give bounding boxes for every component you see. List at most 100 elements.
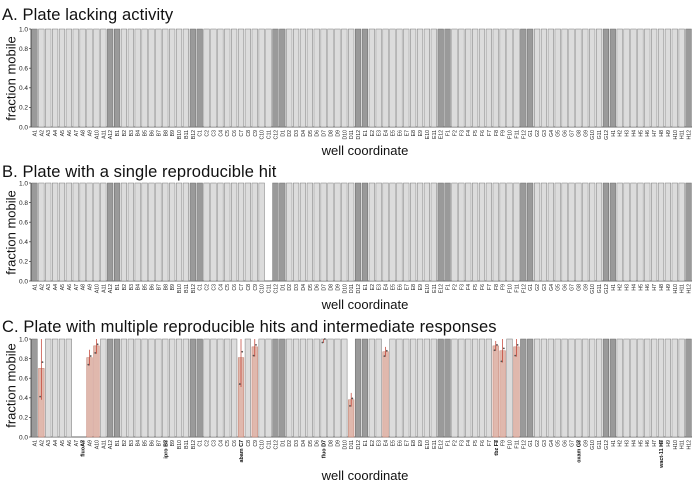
x-tick-label: D4 (301, 130, 307, 137)
bar-E8 (410, 338, 417, 438)
x-tick-label: B7 (156, 440, 162, 446)
bar-H3 (623, 28, 630, 128)
x-tick-label: A5 (60, 130, 66, 136)
bar-B3 (127, 28, 134, 128)
bar-G3 (540, 338, 548, 438)
x-tick-label: G7 (570, 440, 576, 447)
x-tick-label: H1 (611, 130, 617, 137)
x-tick-label: H12 (687, 440, 693, 450)
x-tick-label: G10 (590, 130, 596, 140)
bar-F6 (478, 338, 486, 438)
bar-G3 (540, 28, 548, 128)
x-tick-label: H2 (618, 284, 624, 291)
bar-G1 (527, 182, 534, 282)
x-tick-label: A9 (88, 440, 94, 446)
bar-G1 (527, 28, 534, 128)
bar-E10 (423, 338, 430, 438)
x-tick-label: B11 (184, 440, 190, 449)
bar-B8 (162, 28, 169, 128)
x-tick-label: F7 (487, 440, 493, 446)
x-tick-label: E7 (404, 440, 410, 446)
x-tick-label: C5 (225, 130, 231, 137)
x-tick-label: E10 (425, 440, 431, 449)
bar-G9 (582, 338, 589, 438)
bar-A4 (52, 28, 59, 128)
x-tick-label: C9 (253, 284, 259, 291)
x-tick-label: H6 (645, 130, 651, 137)
x-tick-label: G3 (542, 440, 548, 447)
x-tick-label: E3 (377, 130, 383, 136)
bar-H11 (678, 28, 685, 128)
x-tick-label: H10 (673, 284, 679, 294)
x-tick-label: D11 (349, 284, 355, 293)
bar-E4 (382, 28, 389, 128)
x-tick-label: G11 (597, 284, 603, 294)
x-tick-label: G12 (604, 130, 610, 140)
x-tick-label: C2 (205, 284, 211, 291)
replicate-point (238, 383, 241, 385)
y-tick-label: 0.6 (19, 220, 28, 227)
x-tick-label: H3 (625, 440, 631, 447)
bar-E9 (416, 182, 424, 282)
x-tick-label: E3 (377, 284, 383, 290)
bar-H6 (644, 182, 651, 282)
bar-C3 (210, 182, 217, 282)
bar-F3 (458, 28, 465, 128)
bar-C11 (265, 338, 272, 438)
x-tick-label: A8 (81, 130, 87, 136)
bar-B7 (155, 28, 162, 128)
bar-G7 (568, 338, 575, 438)
bar-D9 (334, 182, 341, 282)
x-tick-label: F10 (508, 130, 514, 139)
x-tick-label: E4 (384, 130, 390, 136)
x-tick-label: C7 (239, 130, 245, 137)
x-tick-label: H3 (625, 284, 631, 291)
bar-D12 (354, 28, 362, 128)
compound-label: fluo D7 (322, 440, 328, 458)
x-tick-label: G5 (556, 130, 562, 137)
x-tick-label: G9 (583, 284, 589, 291)
bar-A1 (31, 182, 38, 282)
bar-F2 (451, 182, 458, 282)
x-tick-label: F3 (459, 284, 465, 290)
x-tick-label: D8 (329, 440, 335, 447)
bar-B12 (189, 338, 196, 438)
bar-E3 (375, 338, 382, 438)
x-tick-label: E1 (363, 440, 369, 446)
x-tick-label: F10 (508, 440, 514, 449)
x-tick-label: B10 (177, 440, 183, 449)
x-tick-label: D11 (349, 130, 355, 139)
bar-E7 (403, 28, 410, 128)
bar-A11 (100, 28, 107, 128)
x-tick-label: A11 (101, 130, 107, 139)
x-tick-label: H5 (638, 440, 644, 447)
bar-B11 (182, 28, 190, 128)
panel-c-chart: 0.00.20.40.60.81.0A1 A2 A3 A4 A5 A6 A7 A8 A9 A10 A… (19, 336, 693, 469)
bar-C5 (224, 182, 231, 282)
bar-G6 (561, 28, 568, 128)
x-tick-label: A1 (32, 440, 38, 446)
bar-C4 (217, 182, 224, 282)
x-tick-label: G7 (570, 130, 576, 137)
x-tick-label: G3 (542, 130, 548, 137)
bar-B11 (182, 182, 190, 282)
x-tick-label: B10 (177, 130, 183, 139)
x-tick-label: H7 (652, 130, 658, 137)
bar-D4 (299, 28, 307, 128)
y-tick-label: 0.4 (19, 395, 28, 402)
x-tick-label: B9 (170, 284, 176, 290)
bar-G4 (547, 182, 554, 282)
x-tick-label: A6 (67, 284, 73, 290)
bar-G9 (582, 28, 589, 128)
bar-C1 (196, 182, 203, 282)
bar-F10 (506, 182, 513, 282)
bar-D5 (306, 182, 313, 282)
bar-C3 (210, 28, 217, 128)
bar-D7 (320, 182, 327, 282)
bar-G7 (568, 28, 575, 128)
bar-H8 (657, 338, 665, 438)
x-tick-label: A10 (94, 440, 100, 449)
x-tick-label: C10 (260, 130, 266, 140)
x-tick-label: D3 (294, 440, 300, 447)
bar-E8 (410, 182, 417, 282)
